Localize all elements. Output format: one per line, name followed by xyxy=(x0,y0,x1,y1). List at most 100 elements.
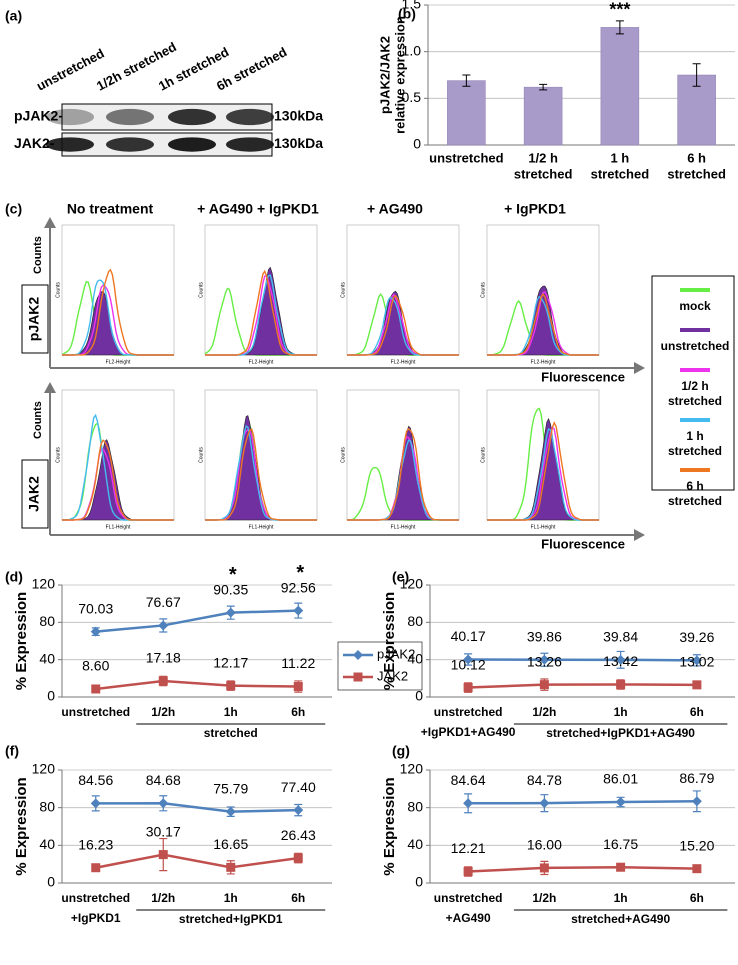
value-label: 30.17 xyxy=(146,823,181,839)
marker xyxy=(615,797,626,808)
blot-band xyxy=(46,108,94,126)
y-axis-label: % Expression xyxy=(13,777,30,875)
y-axis-label: relative expression xyxy=(392,16,407,134)
value-label: 40.17 xyxy=(451,628,486,644)
value-label: 16.23 xyxy=(78,836,113,852)
legend-text: stretched xyxy=(668,494,722,508)
marker xyxy=(158,620,169,631)
x-tick-label: 6h xyxy=(291,705,305,719)
y-tick-label: 40 xyxy=(39,836,55,852)
x-tick-label: 1h xyxy=(224,891,238,905)
series-line xyxy=(95,679,299,691)
legend-text: mock xyxy=(679,299,711,313)
blot-band xyxy=(106,108,154,126)
marker xyxy=(91,684,101,694)
error-bar xyxy=(539,83,548,91)
x-tick-label: unstretched xyxy=(434,891,503,905)
y-axis-label: % Expression xyxy=(13,592,30,690)
histogram-line xyxy=(61,281,174,356)
legend-text: unstretched xyxy=(661,339,730,353)
series-line xyxy=(95,609,299,633)
value-label: 16.65 xyxy=(213,836,248,852)
treatment-title: + AG490 xyxy=(367,201,423,217)
value-label: 39.86 xyxy=(527,629,562,645)
y-tick-label: 0 xyxy=(415,874,423,890)
marker xyxy=(226,681,236,691)
value-label: 12.17 xyxy=(213,654,248,670)
legend-text: stretched xyxy=(668,394,722,408)
arrow-head xyxy=(634,529,645,541)
y-tick-label: 0 xyxy=(413,136,421,152)
x-tick-label: 6h xyxy=(291,891,305,905)
histogram-line xyxy=(347,294,459,356)
legend-text: 6 h xyxy=(686,479,703,493)
histogram-line xyxy=(487,421,599,521)
inset-label: FL1-Height xyxy=(249,524,274,530)
marker xyxy=(463,798,474,809)
group-label: stretched+IgPKD1+AG490 xyxy=(546,726,695,740)
error-bar xyxy=(462,74,471,87)
bar xyxy=(523,86,563,146)
blot-size: 130kDa xyxy=(274,108,323,124)
value-label: 84.64 xyxy=(451,772,486,788)
x-tick-label: 1/2h xyxy=(151,891,175,905)
value-label: 16.00 xyxy=(527,837,562,853)
legend-text: 1/2 h xyxy=(681,379,708,393)
treatment-title: + IgPKD1 xyxy=(504,201,566,217)
value-label: 26.43 xyxy=(281,827,316,843)
value-label: 76.67 xyxy=(146,594,181,610)
y-tick-label: 80 xyxy=(407,798,423,814)
x-tick-label: 6h xyxy=(690,891,704,905)
panel-label: (f) xyxy=(5,743,19,759)
inset-label: Counts xyxy=(340,282,346,298)
bar xyxy=(600,27,640,146)
blot-band xyxy=(168,108,216,126)
value-label: 16.75 xyxy=(603,836,638,852)
group-label: stretched+IgPKD1 xyxy=(179,912,283,926)
histogram-line xyxy=(205,269,317,356)
legend-text: pJAK2 xyxy=(377,646,415,661)
x-tick-label: 1/2h xyxy=(532,705,556,719)
inset-label: FL2-Height xyxy=(249,359,274,365)
inset-label: Counts xyxy=(480,447,486,463)
y-axis-label: pJAK2/JAK2 xyxy=(377,36,392,114)
blot-size: 130kDa xyxy=(274,135,323,151)
inset-label: FL2-Height xyxy=(391,359,416,365)
marker xyxy=(463,683,473,693)
y-tick-label: 0.5 xyxy=(402,89,422,105)
panel-label: (e) xyxy=(392,569,409,585)
error-bar xyxy=(692,63,701,87)
value-label: 84.56 xyxy=(78,772,113,788)
legend-box xyxy=(337,641,423,691)
panel-label: (c) xyxy=(5,201,22,217)
treatment-title: No treatment xyxy=(67,201,154,217)
arrow-head xyxy=(44,382,56,393)
y-tick-label: 40 xyxy=(407,836,423,852)
value-label: 13.02 xyxy=(679,654,714,670)
x-tick-label: 1/2h xyxy=(532,891,556,905)
value-label: 70.03 xyxy=(78,600,113,616)
histogram-line xyxy=(62,284,174,356)
inset-label: Counts xyxy=(198,447,204,463)
x-tick-label: unstretched xyxy=(61,891,130,905)
panel-label: (g) xyxy=(392,743,410,759)
series-line xyxy=(468,683,697,689)
legend-text: 1 h xyxy=(686,429,703,443)
inset-label: Counts xyxy=(55,282,61,298)
group-label: stretched xyxy=(204,726,258,740)
y-tick-label: 80 xyxy=(407,613,423,629)
histogram-line xyxy=(62,268,174,356)
legend-marker xyxy=(353,650,363,660)
x-tick-label: 1h xyxy=(224,705,238,719)
inset-label: Counts xyxy=(480,282,486,298)
y-tick-label: 120 xyxy=(32,576,56,592)
value-label: 15.20 xyxy=(679,837,714,853)
histogram-line xyxy=(205,424,317,521)
blot-band xyxy=(168,137,216,152)
x-tick-label: 1h xyxy=(614,705,628,719)
y-tick-label: 120 xyxy=(400,576,424,592)
legend-box xyxy=(651,275,735,491)
x-tick-label: stretched xyxy=(514,166,573,181)
